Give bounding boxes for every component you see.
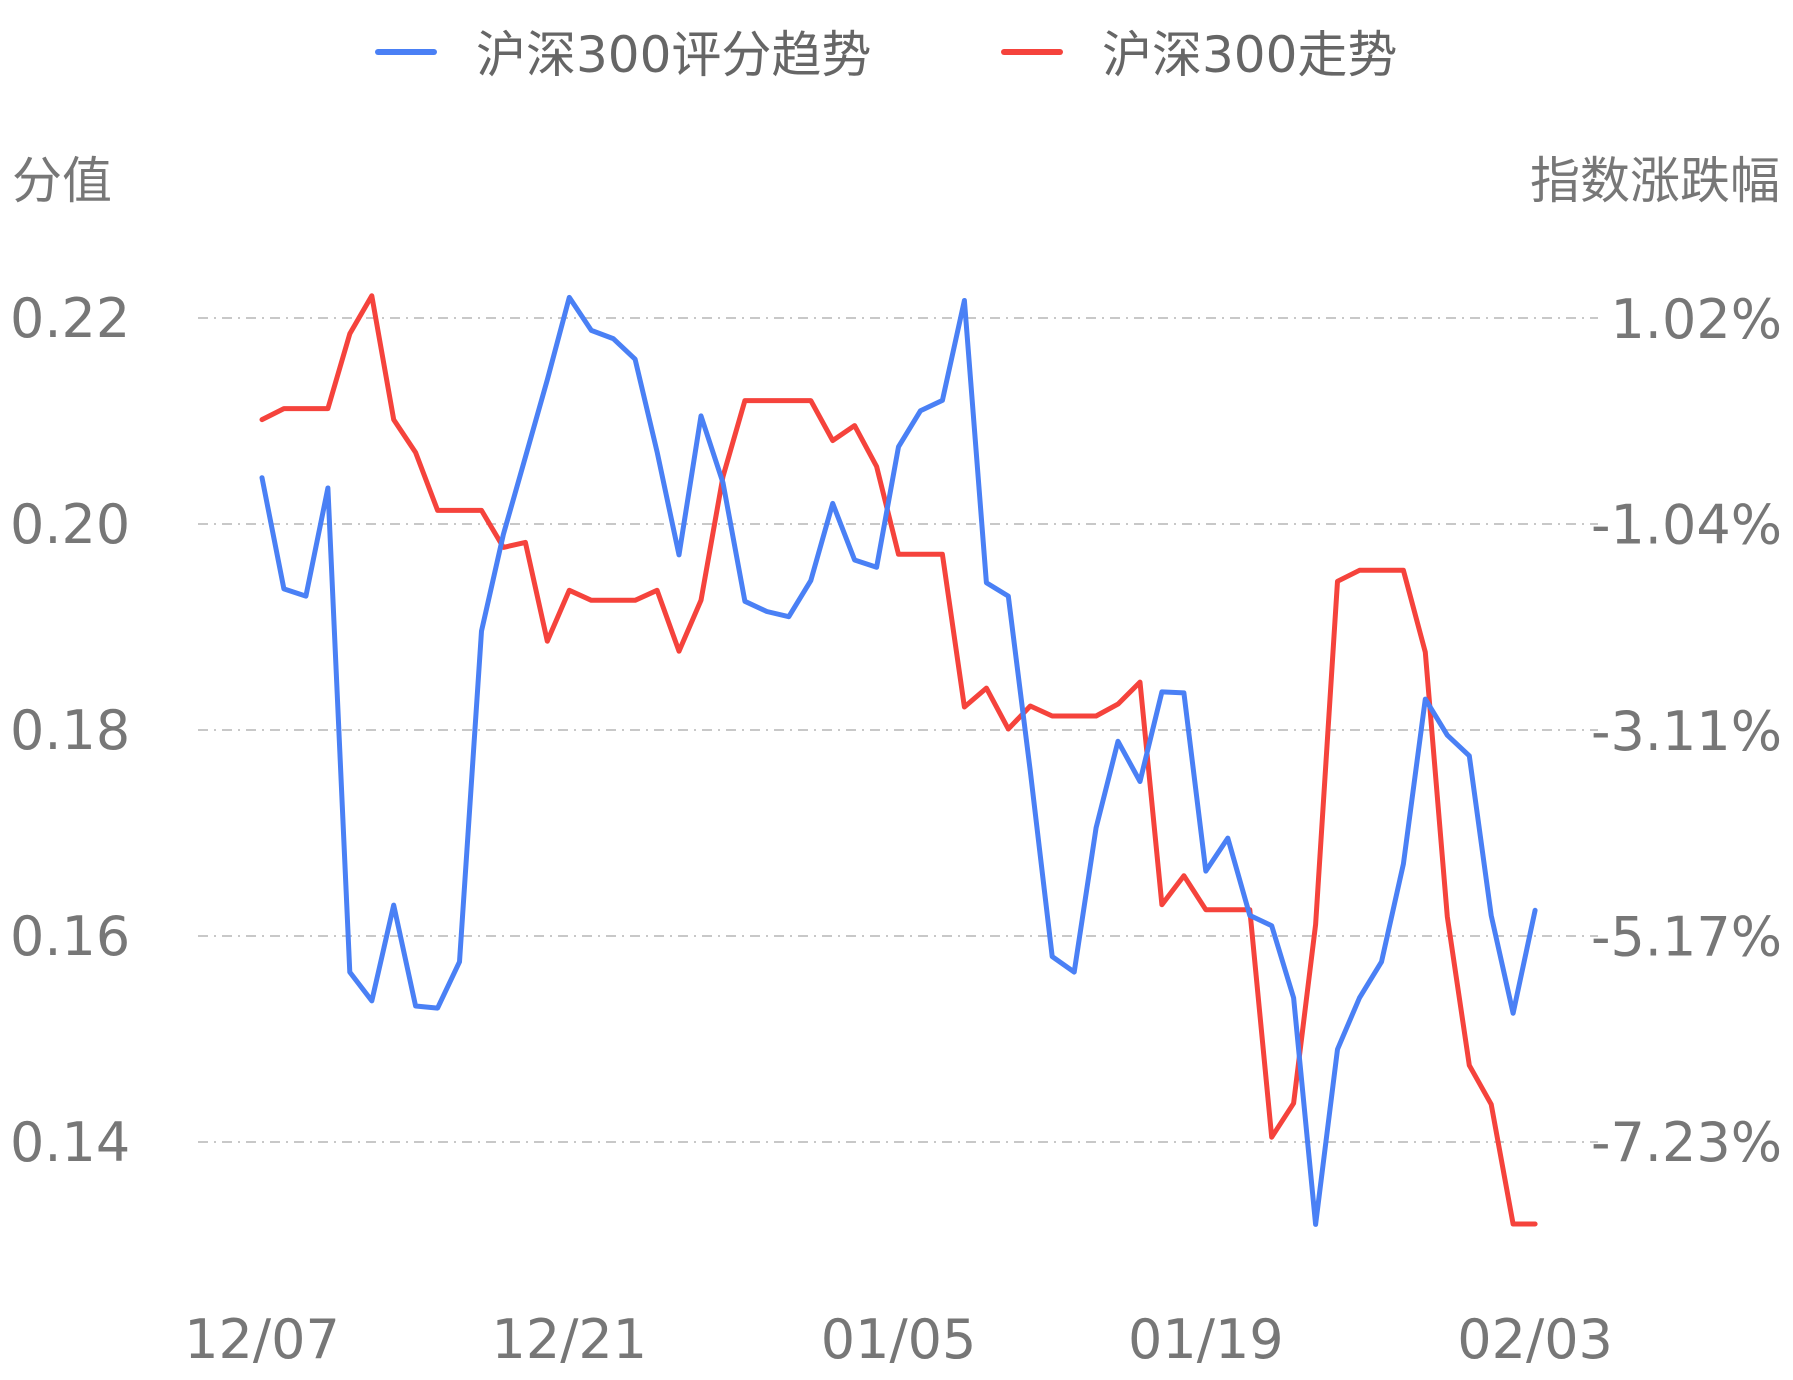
x-tick-label: 01/05 [821, 1308, 977, 1371]
right-tick-label: -5.17% [1591, 906, 1782, 969]
x-axis-ticks: 12/07 12/21 01/05 01/19 02/03 [184, 1308, 1613, 1371]
left-axis-ticks: 0.22 0.20 0.18 0.16 0.14 [10, 287, 130, 1174]
right-tick-label: -1.04% [1591, 493, 1782, 556]
left-tick-label: 0.14 [10, 1111, 130, 1174]
left-tick-label: 0.16 [10, 905, 130, 968]
right-tick-label: -3.11% [1591, 700, 1782, 763]
x-tick-label: 01/19 [1128, 1308, 1284, 1371]
legend-label-score: 沪深300评分趋势 [476, 26, 871, 84]
series-line-index [259, 293, 1538, 1227]
series-lines [259, 293, 1538, 1227]
x-tick-label: 02/03 [1457, 1308, 1613, 1371]
right-axis-ticks: 1.02% -1.04% -3.11% -5.17% -7.23% [1591, 288, 1782, 1174]
left-tick-label: 0.20 [10, 493, 130, 556]
right-axis-title: 指数涨跌幅 [1530, 152, 1780, 210]
series-line-score [259, 294, 1538, 1227]
legend-label-index: 沪深300走势 [1102, 26, 1397, 84]
x-tick-label: 12/07 [184, 1308, 340, 1371]
left-tick-label: 0.18 [10, 699, 130, 762]
legend-item-index[interactable]: 沪深300走势 [1001, 26, 1397, 84]
x-tick-label: 12/21 [491, 1308, 647, 1371]
left-tick-label: 0.22 [10, 287, 130, 350]
gridlines [198, 317, 1598, 1143]
legend-item-score[interactable]: 沪深300评分趋势 [375, 26, 871, 84]
legend: 沪深300评分趋势 沪深300走势 [375, 26, 1397, 84]
right-tick-label: -7.23% [1591, 1111, 1782, 1174]
left-axis-title: 分值 [12, 152, 112, 210]
right-tick-label: 1.02% [1610, 288, 1782, 351]
